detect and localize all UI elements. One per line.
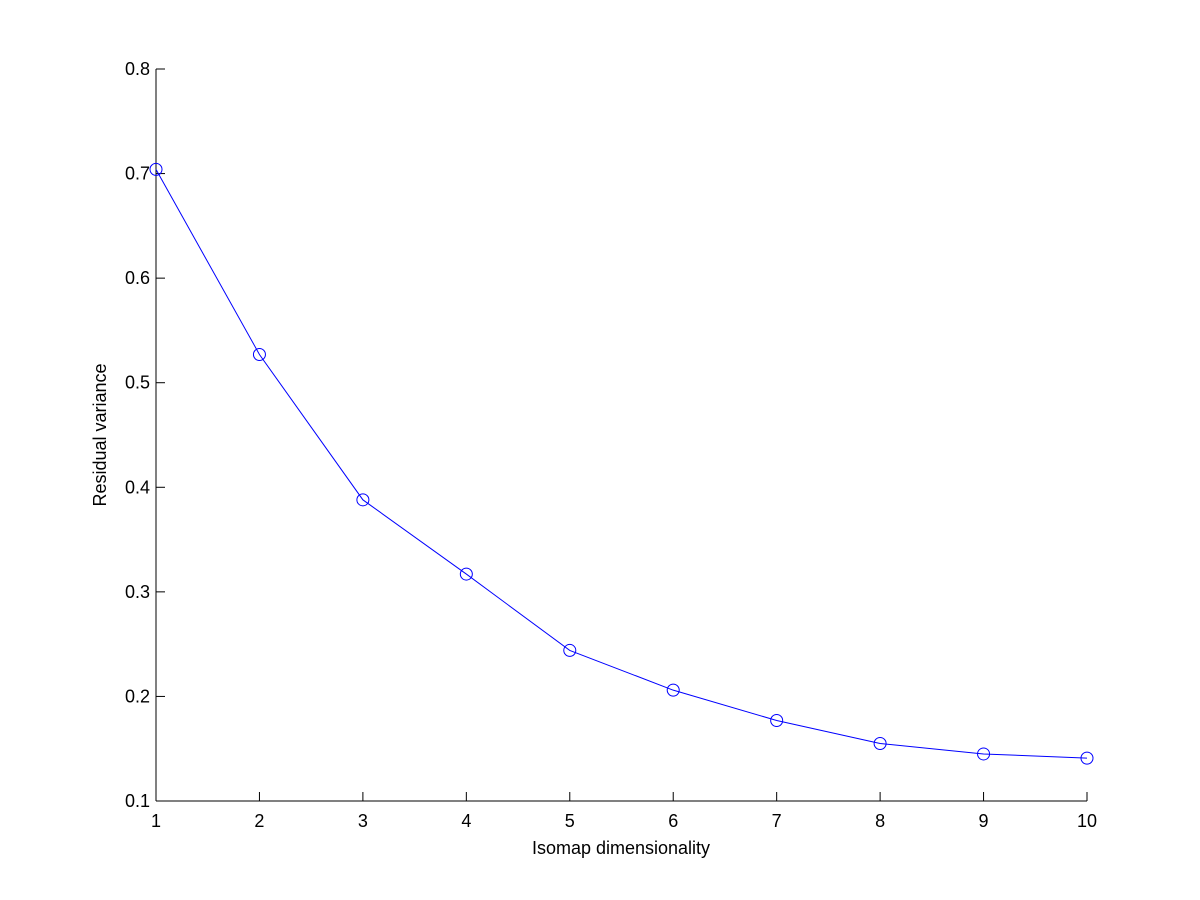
x-tick-label: 3 [358,811,368,831]
data-point [252,347,266,361]
x-tick-label: 5 [565,811,575,831]
data-line [155,169,1088,759]
y-tick-label: 0.2 [125,686,150,706]
y-tick-label: 0.1 [125,791,150,811]
x-tick-label: 10 [1077,811,1097,831]
x-tick-label: 1 [151,811,161,831]
x-tick-label: 4 [461,811,471,831]
x-tick-label: 8 [875,811,885,831]
y-tick-label: 0.8 [125,59,150,79]
y-tick-label: 0.3 [125,582,150,602]
y-tick-label: 0.5 [125,373,150,393]
y-axis-label: Residual variance [90,363,110,506]
data-point [356,493,370,507]
data-point [770,713,784,727]
data-point [666,683,680,697]
x-tick-label: 7 [772,811,782,831]
x-axis-label: Isomap dimensionality [532,838,710,858]
data-point [1080,751,1094,765]
data-point [873,736,887,750]
x-tick-label: 9 [979,811,989,831]
y-tick-label: 0.4 [125,477,150,497]
data-point [977,747,991,761]
y-tick-label: 0.6 [125,268,150,288]
data-point [563,643,577,657]
y-tick-label: 0.7 [125,164,150,184]
data-point [459,567,473,581]
x-tick-label: 2 [254,811,264,831]
data-point [149,162,163,176]
x-tick-label: 6 [668,811,678,831]
